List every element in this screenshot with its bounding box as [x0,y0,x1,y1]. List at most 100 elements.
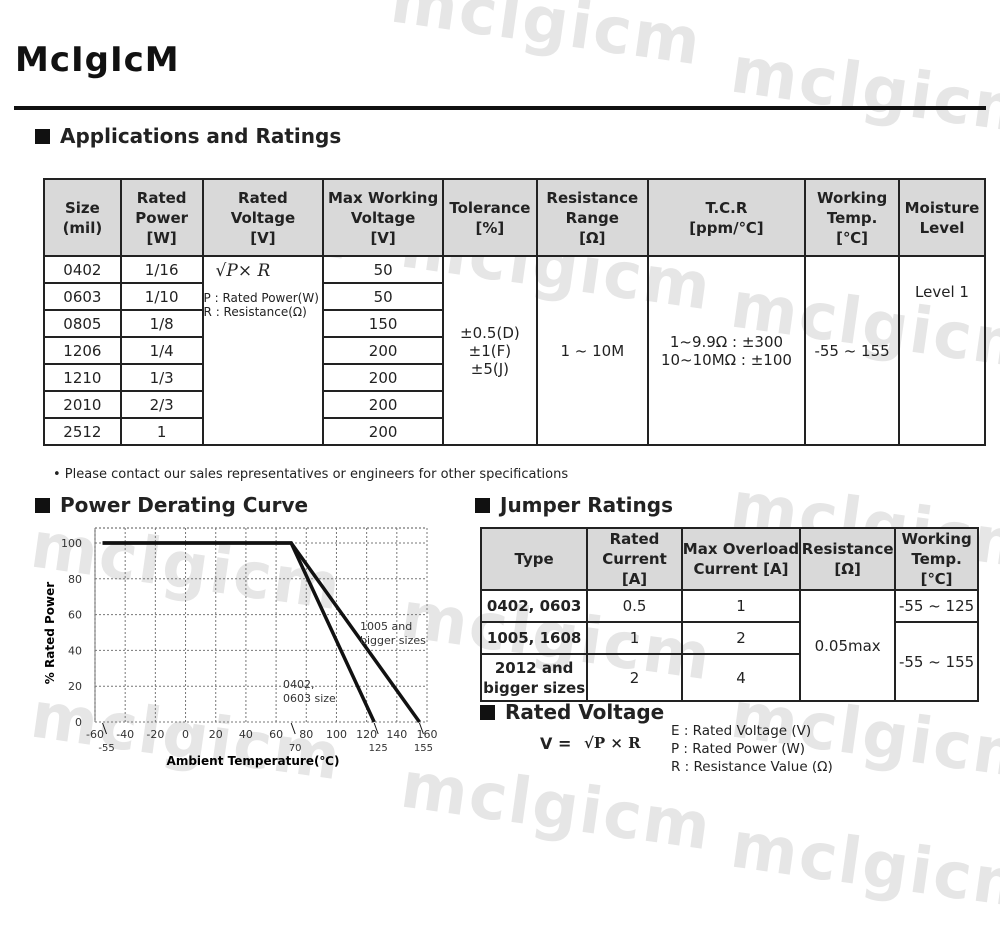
header-max-working-voltage: Max Working Voltage [V] [322,178,444,257]
cell-size: 0402 [43,255,122,284]
tolerance-j: ±5(J) [470,359,510,378]
tolerance-f: ±1(F) [468,341,512,360]
cell-tcr: 1~9.9Ω : ±300 10~10MΩ : ±100 [646,255,807,446]
header-rated-power: Rated Power [W] [119,178,204,257]
legend-p: P : Rated Power (W) [671,741,806,757]
rated-voltage-formula: √P× R [215,261,271,281]
x-tick-label: 140 [386,728,407,741]
cell-max-voltage: 200 [322,390,444,419]
table-row: 1206 1/4 200 [43,336,985,365]
header-tcr: T.C.R [ppm/℃] [646,178,807,257]
section-title-text: Jumper Ratings [500,493,673,517]
ratings-table: Size (mil) Rated Power [W] Rated Voltage… [43,178,986,446]
section-title-derating: Power Derating Curve [35,493,308,517]
header-moisture-level: Moisture Level [898,178,986,257]
cell-rated-voltage: √P× R P : Rated Power(W) R : Resistance(… [201,255,325,446]
series-label: bigger sizes [360,634,426,647]
header-rated-voltage: Rated Voltage [V] [201,178,325,257]
cell-type: 2012 and bigger sizes [479,653,589,702]
series-label: 0402, [283,678,315,691]
x-tick-label: -20 [146,728,164,741]
marker-arrow [373,722,379,735]
x-tick-label: 80 [299,728,313,741]
y-tick-label: 0 [75,716,82,729]
header-rated-current: Rated Current [A] [586,527,683,591]
watermark: mclgicm [726,33,1000,151]
marker-label: 70 [289,743,302,754]
cell-overload: 1 [680,589,802,623]
y-tick-label: 40 [68,644,82,657]
brand-logo: McIgIcM [15,40,180,80]
cell-size: 0603 [43,282,122,311]
specification-note: • Please contact our sales representativ… [53,467,569,482]
cell-temp: -55 ~ 125 [894,589,979,623]
cell-size: 2512 [43,417,122,446]
cell-temp: -55 ~ 155 [894,621,979,702]
table-row: 0402, 0603 0.5 1 0.05max -55 ~ 125 [479,589,979,702]
x-tick-label: 0 [182,728,189,741]
cell-power: 2/3 [119,390,204,419]
table-row: 2012 and bigger sizes 2 4 [479,653,978,702]
section-title-text: Applications and Ratings [60,124,342,148]
cell-max-voltage: 200 [322,336,444,365]
legend-e: E : Rated Voltage (V) [671,723,812,739]
x-tick-label: 40 [239,728,253,741]
x-tick-label: 20 [209,728,223,741]
x-tick-label: -60 [86,728,104,741]
cell-max-voltage: 150 [322,309,444,338]
cell-max-voltage: 200 [322,417,444,446]
watermark: mclgicm [386,0,707,81]
square-bullet-icon [475,497,490,513]
cell-max-voltage: 200 [322,363,444,392]
cell-overload: 2 [680,621,802,655]
cell-overload: 4 [680,653,802,702]
legend-p: P : Rated Power(W) [203,291,319,305]
y-axis-label: % Rated Power [43,582,57,684]
header-working-temp: Working Temp. [℃] [804,178,900,257]
marker-label: 125 [369,743,388,754]
series-label: 0603 size [283,692,336,705]
header-size: Size (mil) [43,178,122,257]
x-tick-label: 120 [356,728,377,741]
cell-max-voltage: 50 [322,282,444,311]
cell-max-voltage: 50 [322,255,444,284]
table-row: 2512 1 200 [43,417,985,446]
table-row: 0603 1/10 50 [43,282,985,311]
header-tolerance: Tolerance [%] [441,178,538,257]
cell-size: 1210 [43,363,122,392]
y-tick-label: 60 [68,609,82,622]
cell-tolerance: ±0.5(D) ±1(F) ±5(J) [441,255,538,446]
cell-power: 1/8 [119,309,204,338]
cell-type: 0402, 0603 [479,589,589,623]
cell-current: 2 [586,653,683,702]
cell-size: 2010 [43,390,122,419]
table-row: 1210 1/3 200 [43,363,985,392]
watermark: mclgicm [726,808,1000,925]
cell-type: 1005, 1608 [479,621,589,655]
tolerance-d: ±0.5(D) [460,323,520,342]
chart-ticks: -60 -40 -20 0 20 40 60 80 100 120 140 160 0 20 40 60 80 1… [61,537,438,754]
section-title-applications: Applications and Ratings [35,124,341,148]
x-tick-label: 60 [269,728,283,741]
y-tick-label: 20 [68,680,82,693]
series-line [102,541,421,724]
marker-arrow [418,722,424,735]
cell-size: 1206 [43,336,122,365]
section-title-rated-voltage: Rated Voltage [480,700,664,724]
cell-current: 1 [586,621,683,655]
x-tick-label: 160 [417,728,438,741]
rated-voltage-formula: √P × R [584,734,641,752]
cell-power: 1/16 [119,255,204,284]
table-row: 1005, 1608 1 2 -55 ~ 155 [479,621,979,702]
header-type: Type [479,527,589,591]
y-tick-label: 80 [68,573,82,586]
section-title-jumper: Jumper Ratings [475,493,673,517]
cell-power: 1/4 [119,336,204,365]
series-label: 1005 and [360,620,412,633]
cell-current: 0.5 [586,589,683,623]
marker-arrow [102,722,108,735]
derating-chart: -60 -40 -20 0 20 40 60 80 100 120 140 160 0 20 40 60 80 1… [43,527,438,768]
jumper-table: Type Rated Current [A] Max Overload Curr… [479,527,979,702]
square-bullet-icon [480,704,495,720]
